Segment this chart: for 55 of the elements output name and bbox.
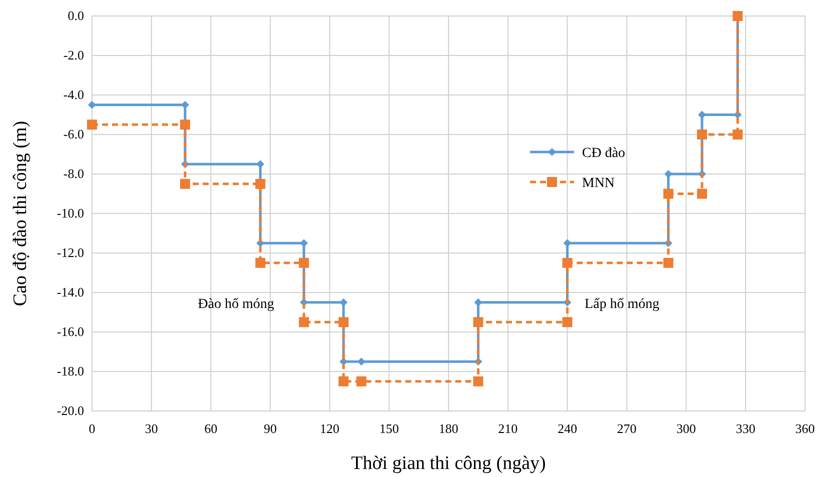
y-tick-label: -8.0 — [63, 166, 84, 181]
point — [298, 258, 309, 268]
point — [697, 188, 708, 199]
point — [562, 258, 572, 268]
point — [338, 317, 349, 328]
point — [340, 298, 348, 306]
x-tick-label: 120 — [320, 421, 340, 436]
point — [663, 258, 674, 268]
point — [732, 130, 743, 140]
point — [474, 298, 482, 306]
x-tick-label: 30 — [144, 421, 158, 436]
x-tick-label: 300 — [676, 421, 696, 436]
point — [181, 100, 190, 109]
y-tick-label: -16.0 — [56, 324, 84, 339]
x-tick-label: 270 — [617, 421, 636, 436]
y-tick-label: 0.0 — [68, 8, 84, 23]
point — [255, 178, 266, 189]
y-tick-label: -12.0 — [56, 245, 84, 260]
point — [255, 258, 266, 268]
point — [180, 178, 190, 189]
annotation: Lấp hố móng — [584, 297, 660, 312]
y-tick-label: -10.0 — [56, 206, 84, 220]
y-tick-label: -4.0 — [63, 87, 84, 102]
legend-label: CĐ đào — [582, 146, 626, 161]
annotation: Đào hố móng — [198, 297, 274, 312]
x-tick-label: 210 — [498, 421, 518, 436]
point — [663, 188, 674, 199]
x-tick-label: 240 — [558, 421, 578, 436]
point — [180, 120, 190, 130]
x-tick-label: 150 — [379, 421, 399, 436]
point — [356, 376, 366, 386]
point — [338, 376, 349, 386]
x-tick-label: 0 — [88, 421, 96, 436]
y-tick-label: -18.0 — [56, 364, 84, 378]
point — [473, 317, 484, 328]
point — [562, 317, 572, 328]
y-tick-label: -20.0 — [56, 403, 84, 418]
point — [357, 358, 366, 366]
point — [664, 170, 672, 178]
point — [298, 317, 309, 328]
x-tick-label: 180 — [438, 421, 458, 436]
point — [87, 120, 97, 130]
point — [697, 130, 708, 140]
legend-label: MNN — [582, 176, 615, 191]
y-tick-label: -14.0 — [56, 284, 84, 300]
x-tick-label: 360 — [795, 421, 815, 436]
y-axis-title: Cao độ đào thi công (m) — [10, 120, 31, 306]
point — [88, 100, 96, 109]
x-axis-title: Thời gian thi công (ngày) — [351, 453, 546, 474]
x-tick-label: 330 — [736, 421, 756, 436]
point — [473, 376, 484, 386]
y-tick-label: -6.0 — [63, 126, 84, 142]
x-tick-label: 60 — [204, 421, 218, 436]
x-tick-label: 90 — [264, 421, 277, 436]
y-tick-label: -2.0 — [63, 48, 84, 62]
